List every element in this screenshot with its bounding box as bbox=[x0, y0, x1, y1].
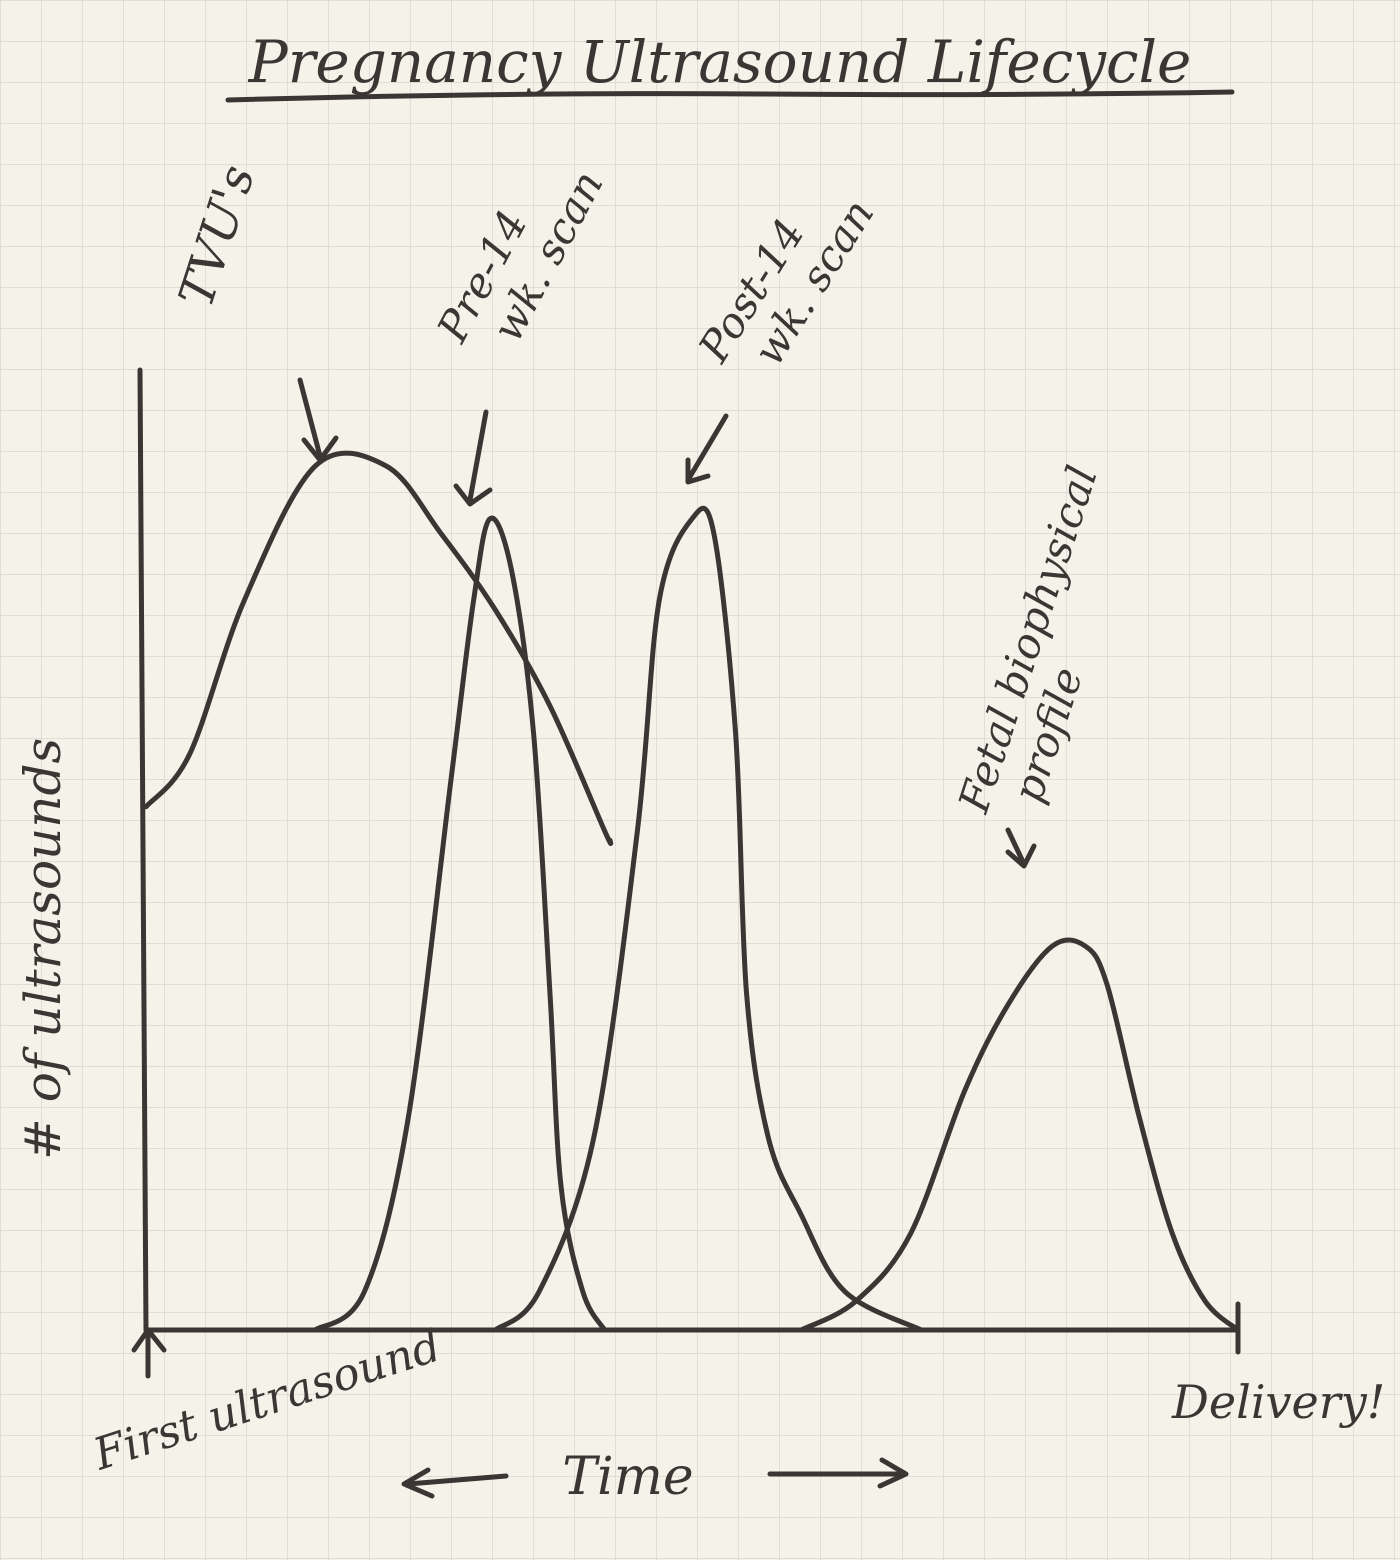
time-right-arrow-icon bbox=[767, 1457, 909, 1489]
curve-layer bbox=[143, 450, 1241, 1333]
curve-pre-14-wk-scan bbox=[312, 515, 608, 1333]
first-ultrasound-arrow bbox=[131, 1327, 167, 1379]
y-axis-label: # of ultrasounds bbox=[14, 738, 72, 1160]
annotation-arrow-icon-tvus bbox=[297, 377, 339, 463]
time-left-arrow-icon bbox=[401, 1467, 509, 1499]
x-end-label: Delivery! bbox=[1171, 1375, 1385, 1429]
title-underline bbox=[225, 89, 1235, 103]
curve-post-14-wk-scan bbox=[492, 505, 924, 1333]
annotation-arrow-icon-fetal-biophysical-profile bbox=[1005, 827, 1037, 869]
chart-title: Pregnancy Ultrasound Lifecycle bbox=[248, 28, 1192, 96]
x-axis-label: Time bbox=[562, 1447, 693, 1507]
annotation-arrow-icon-pre-14-wk-scan bbox=[453, 409, 493, 507]
y-axis-line bbox=[137, 367, 149, 1333]
curve-fetal-biophysical-profile bbox=[798, 937, 1241, 1333]
annotation-arrow-icon-post-14-wk-scan bbox=[685, 413, 729, 485]
curve-tvus bbox=[143, 450, 614, 846]
